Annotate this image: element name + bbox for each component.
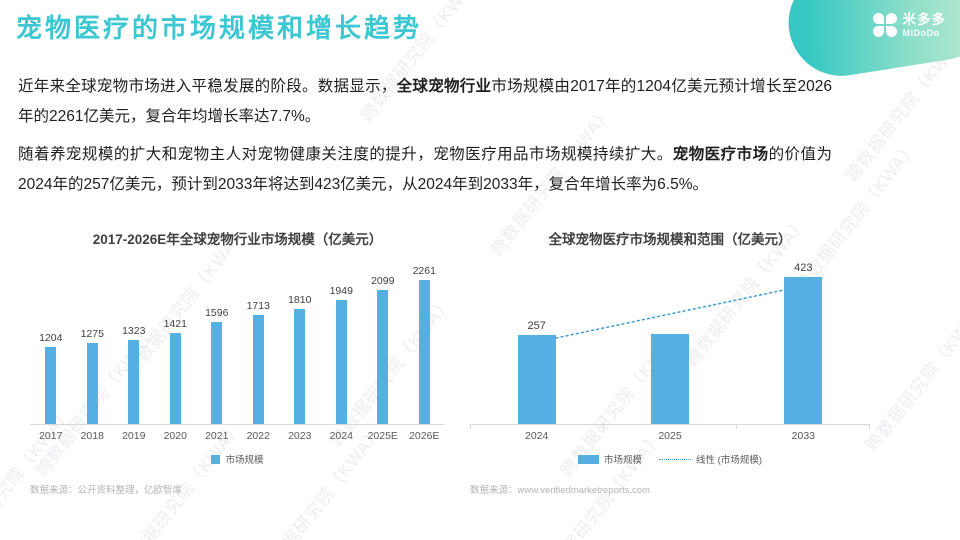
chart-legend: 市场规模 [30, 452, 445, 466]
x-tick-label: 2025E [367, 430, 398, 442]
x-tick-label: 2022 [246, 430, 270, 442]
logo-name-en: MiDoDo [902, 27, 940, 38]
bar-plot: 257 423 [470, 262, 870, 425]
intro-paragraph-1: 近年来全球宠物市场进入平稳发展的阶段。数据显示，全球宠物行业市场规模由2017年… [18, 72, 832, 132]
body-text: 近年来全球宠物市场进入平稳发展的阶段。数据显示，全球宠物行业市场规模由2017年… [18, 72, 832, 200]
axis-tick [603, 425, 605, 429]
bar-2020 [169, 333, 181, 424]
bar-group-2020: 1421 [155, 262, 197, 424]
x-tick-label: 2020 [163, 430, 187, 442]
axis-tick [869, 425, 870, 429]
logo-text: 米多多 MiDoDo [903, 13, 947, 38]
bar-value-label: 257 [527, 320, 546, 332]
header: 宠物医疗的市场规模和增长趋势 米多多 MiDoDo [0, 0, 960, 84]
bar-value-label: 1810 [288, 294, 312, 306]
legend-swatch-trendline [659, 458, 692, 460]
paragraph-text: 的价值为2024年的257亿美元，预计到2033年将达到423亿美元，从2024… [18, 146, 832, 193]
bar-group-2026E: 2261 [404, 262, 446, 424]
legend-label: 市场规模 [604, 455, 643, 466]
chart-pet-medical-market: 全球宠物医疗市场规模和范围（亿美元） 257 423 2024 2025 2033 市… [470, 228, 870, 496]
bar-value-label: 2261 [412, 265, 436, 277]
bar-2025E [377, 290, 389, 424]
bar-2033 [784, 277, 823, 424]
x-axis-labels: 2024 2025 2033 [470, 425, 870, 442]
bar-2019 [128, 340, 140, 424]
bar-group-2025E: 2099 [362, 262, 404, 424]
bar-2026E [418, 280, 430, 424]
x-tick-label: 2019 [122, 430, 146, 442]
x-tick-label: 2025 [658, 430, 682, 442]
chart-title: 全球宠物医疗市场规模和范围（亿美元） [548, 232, 792, 247]
intro-paragraph-2: 随着养宠规模的扩大和宠物主人对宠物健康关注度的提升，宠物医疗用品市场规模持续扩大… [18, 140, 832, 200]
bar-group-2017: 1204 [30, 262, 72, 424]
legend-swatch-market-size [578, 454, 599, 464]
x-tick-label: 2024 [524, 430, 549, 442]
bar-group-2033: 423 [737, 262, 870, 424]
axis-tick [470, 425, 471, 429]
legend-label: 线性 (市场规模) [696, 455, 762, 466]
bar-group-2019: 1323 [113, 262, 155, 424]
midodo-logo: 米多多 MiDoDo [872, 13, 947, 38]
x-axis-labels: 2017 2018 2019 2020 2021 2022 2023 2024 2025E 202… [30, 425, 445, 442]
x-tick-label: 2017 [39, 430, 63, 442]
paragraph-bold-text: 全球宠物行业 [396, 78, 492, 95]
legend-swatch-market-size [211, 454, 221, 464]
x-tick-label: 2021 [205, 430, 229, 442]
bar-value-label: 1949 [329, 285, 353, 297]
bar-value-label: 1596 [205, 307, 229, 319]
paragraph-bold-text: 宠物医疗市场 [672, 146, 769, 163]
midodo-logo-icon [872, 13, 897, 38]
bar-value-label: 2099 [371, 275, 395, 287]
bar-2022 [252, 315, 264, 424]
x-tick-label: 2018 [80, 430, 104, 442]
bar-2017 [45, 347, 57, 424]
bar-value-label: 1323 [122, 325, 146, 337]
bar-2023 [294, 309, 306, 424]
x-tick-label: 2024 [329, 430, 353, 442]
bar-plot: 1204 1275 1323 1421 1596 1713 1810 1949 2099 2261 [30, 262, 445, 425]
chart-global-pet-market: 2017-2026E年全球宠物行业市场规模（亿美元） 1204 1275 1323 1… [30, 228, 445, 496]
bar-value-label: 1204 [39, 332, 63, 344]
bar-value-label: 1275 [80, 328, 104, 340]
page-title: 宠物医疗的市场规模和增长趋势 [16, 13, 423, 43]
legend-label: 市场规模 [225, 455, 264, 466]
x-tick-label: 2033 [791, 430, 815, 442]
bar-group-2023: 1810 [279, 262, 321, 424]
paragraph-text: 随着养宠规模的扩大和宠物主人对宠物健康关注度的提升，宠物医疗用品市场规模持续扩大… [18, 146, 673, 163]
logo-name-cn: 米多多 [902, 12, 946, 27]
paragraph-text: 近年来全球宠物市场进入平稳发展的阶段。数据显示， [18, 78, 397, 95]
bar-2025 [650, 334, 689, 424]
data-source: 数据来源：www.verifiedmarketreports.com [470, 485, 651, 496]
bar-value-label: 1421 [163, 318, 187, 330]
data-source: 数据来源：公开资料整理，亿欧智库 [30, 485, 183, 496]
bar-2024 [517, 335, 556, 424]
x-tick-label: 2026E [409, 430, 440, 442]
chart-legend: 市场规模 线性 (市场规模) [470, 452, 870, 466]
axis-tick [736, 425, 738, 429]
bar-2021 [211, 322, 223, 424]
chart-title: 2017-2026E年全球宠物行业市场规模（亿美元） [92, 232, 383, 247]
bar-group-2018: 1275 [72, 262, 114, 424]
trendline [555, 289, 785, 339]
x-tick-label: 2023 [288, 430, 312, 442]
bar-group-2024: 1949 [321, 262, 363, 424]
bar-2024 [335, 300, 347, 424]
bar-value-label: 1713 [246, 300, 270, 312]
paragraph-text: 市场规模由2017年的1204亿美元预计增长至2026年的2261亿美元，复合年… [18, 78, 832, 125]
bar-group-2021: 1596 [196, 262, 238, 424]
bar-2018 [86, 343, 98, 424]
charts-row: 2017-2026E年全球宠物行业市场规模（亿美元） 1204 1275 1323 1… [0, 228, 960, 496]
bar-group-2025 [603, 262, 736, 424]
bar-group-2024: 257 [470, 262, 603, 424]
bar-group-2022: 1713 [238, 262, 280, 424]
bar-value-label: 423 [794, 262, 813, 274]
